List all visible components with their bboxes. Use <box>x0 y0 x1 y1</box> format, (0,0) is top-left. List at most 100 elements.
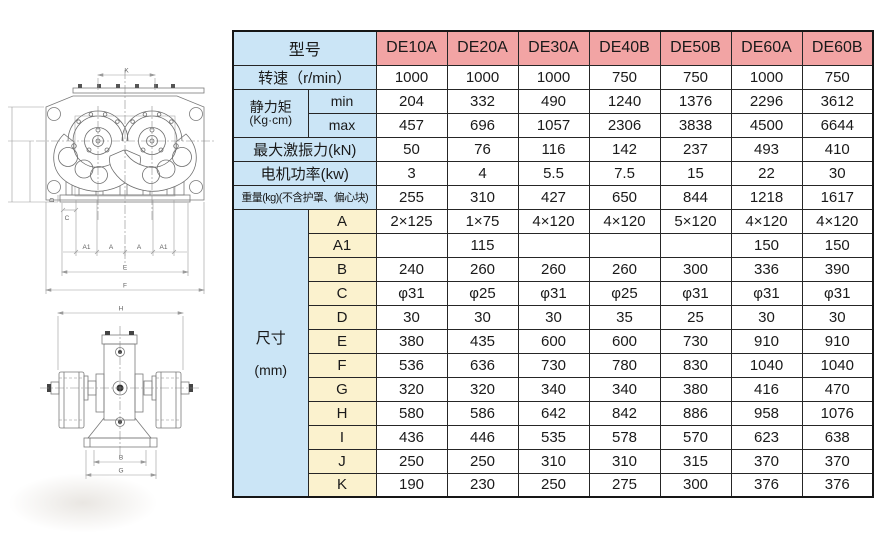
static-moment-label: 静力矩 (Kg·cm) <box>232 88 309 138</box>
dim-value: φ25 <box>588 280 661 306</box>
dim-label-g: G <box>118 468 123 475</box>
exciting-force-value: 410 <box>801 136 874 162</box>
dim-value <box>659 232 732 258</box>
model-name: DE40B <box>588 30 661 66</box>
weight-row: 重量(kg)(不含护罩、偏心块) 255 310 427 650 844 121… <box>232 184 874 210</box>
weight-value: 255 <box>375 184 448 210</box>
dim-value: 446 <box>446 424 519 450</box>
dim-label-b: B <box>119 455 123 462</box>
dim-value: 570 <box>659 424 732 450</box>
dim-value: 30 <box>730 304 803 330</box>
dim-value: φ31 <box>375 280 448 306</box>
speed-value: 750 <box>659 64 732 90</box>
speed-value: 1000 <box>517 64 590 90</box>
weight-value: 1617 <box>801 184 874 210</box>
dim-value: 230 <box>446 472 519 498</box>
dimensions-title: 尺寸 <box>255 330 286 348</box>
dim-value: 1040 <box>801 352 874 378</box>
dim-value: 436 <box>375 424 448 450</box>
min-label: min <box>307 88 377 114</box>
static-moment-min-value: 2296 <box>730 88 803 114</box>
motor-power-value: 3 <box>375 160 448 186</box>
dim-value: 535 <box>517 424 590 450</box>
dim-label-f: F <box>123 283 127 290</box>
dim-value: 115 <box>446 232 519 258</box>
side-dimension-labels: H B G <box>118 306 123 475</box>
motor-power-value: 4 <box>446 160 519 186</box>
dim-label-d: D <box>49 197 56 202</box>
dim-value: 376 <box>801 472 874 498</box>
dim-row-D: D 30 30 30 35 25 30 30 <box>233 304 874 330</box>
dim-row-E: E 380 435 600 600 730 910 910 <box>233 328 874 354</box>
dim-value: 842 <box>588 400 661 426</box>
scan-artifact <box>8 473 158 533</box>
dim-value: 435 <box>446 328 519 354</box>
dim-label-c: C <box>65 215 70 222</box>
dim-value <box>588 232 661 258</box>
dim-value: 4×120 <box>588 208 661 234</box>
dim-value: 250 <box>517 472 590 498</box>
dim-value: 260 <box>588 256 661 282</box>
model-row: 型号 DE10A DE20A DE30A DE40B DE50B DE60A D… <box>232 30 874 66</box>
dim-label-a1-left: A1 <box>83 244 91 251</box>
dim-value: 730 <box>659 328 732 354</box>
weight-value: 1218 <box>730 184 803 210</box>
dim-value: 580 <box>375 400 448 426</box>
dim-value: 30 <box>801 304 874 330</box>
static-moment-min-value: 1240 <box>588 88 661 114</box>
dim-value: 260 <box>446 256 519 282</box>
dim-value: 470 <box>801 376 874 402</box>
dim-value: 315 <box>659 448 732 474</box>
dim-value: 536 <box>375 352 448 378</box>
dim-value <box>517 232 590 258</box>
dim-value: 260 <box>517 256 590 282</box>
dim-value: 1040 <box>730 352 803 378</box>
dim-value: 4×120 <box>730 208 803 234</box>
dim-value: 30 <box>375 304 448 330</box>
motor-power-value: 7.5 <box>588 160 661 186</box>
dim-value: 578 <box>588 424 661 450</box>
dim-value: 370 <box>801 448 874 474</box>
exciting-force-value: 142 <box>588 136 661 162</box>
static-moment-unit: (Kg·cm) <box>249 113 293 128</box>
speed-value: 1000 <box>446 64 519 90</box>
motor-power-label: 电机功率(kw) <box>232 160 377 186</box>
dim-value: 730 <box>517 352 590 378</box>
dim-value: 340 <box>588 376 661 402</box>
dim-row-H: H 580 586 642 842 886 958 1076 <box>233 400 874 426</box>
dim-letter: A <box>307 208 377 234</box>
dim-letter: I <box>307 424 377 450</box>
dim-label-e: E <box>123 265 128 272</box>
exciting-force-value: 237 <box>659 136 732 162</box>
dim-value: 310 <box>588 448 661 474</box>
model-row-label: 型号 <box>232 30 377 66</box>
motor-power-value: 22 <box>730 160 803 186</box>
dim-value: 310 <box>517 448 590 474</box>
dim-value: φ31 <box>730 280 803 306</box>
eccentric-masses <box>53 133 197 192</box>
dim-value: 910 <box>801 328 874 354</box>
dim-value: 830 <box>659 352 732 378</box>
dim-letter: J <box>307 448 377 474</box>
dim-value: 600 <box>517 328 590 354</box>
dim-value: 958 <box>730 400 803 426</box>
dimensions-label: 尺寸 (mm) <box>232 208 309 498</box>
motor-power-value: 30 <box>801 160 874 186</box>
motor-power-row: 电机功率(kw) 3 4 5.5 7.5 15 22 30 <box>232 160 874 186</box>
static-moment-min-value: 3612 <box>801 88 874 114</box>
static-moment-max-value: 1057 <box>517 112 590 138</box>
dim-value: 336 <box>730 256 803 282</box>
static-moment-max-value: 696 <box>446 112 519 138</box>
dim-value: 390 <box>801 256 874 282</box>
dim-label-k: K <box>124 68 129 75</box>
dim-letter: E <box>307 328 377 354</box>
motor-power-value: 5.5 <box>517 160 590 186</box>
static-moment-min-value: 490 <box>517 88 590 114</box>
dim-row-F: F 536 636 730 780 830 1040 1040 <box>233 352 874 378</box>
dim-row-K: K 190 230 250 275 300 376 376 <box>233 472 874 498</box>
exciting-force-row: 最大激振力(kN) 50 76 116 142 237 493 410 <box>232 136 874 162</box>
dim-value: φ31 <box>801 280 874 306</box>
dim-value: 150 <box>801 232 874 258</box>
dim-letter: B <box>307 256 377 282</box>
static-moment-min-value: 204 <box>375 88 448 114</box>
